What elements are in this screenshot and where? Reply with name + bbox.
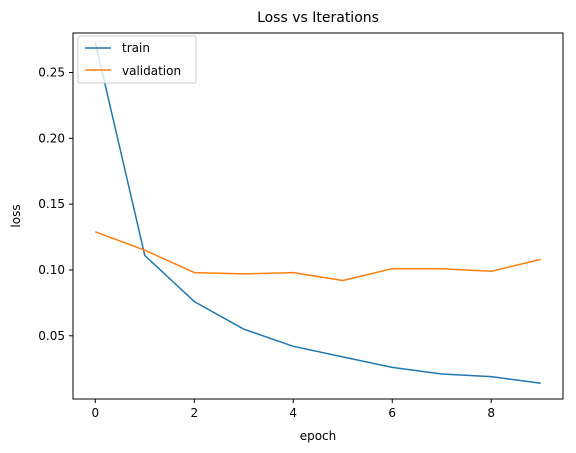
legend-label-validation: validation (122, 64, 181, 78)
y-tick-label: 0.15 (38, 197, 65, 211)
y-axis-label: loss (9, 204, 23, 227)
x-tick-label: 6 (388, 406, 396, 420)
series-layer (94, 42, 541, 384)
x-tick-label: 2 (190, 406, 198, 420)
plot-area: 0 2 4 6 8 0.05 0.10 0.15 0.20 0.25 (38, 32, 564, 420)
legend-label-train: train (122, 41, 150, 55)
x-tick-label: 0 (91, 406, 99, 420)
plot-frame (72, 32, 564, 400)
x-axis-label: epoch (300, 429, 337, 443)
y-axis-ticks: 0.05 0.10 0.15 0.20 0.25 (38, 65, 73, 343)
series-line-validation (95, 231, 541, 282)
x-tick-label: 8 (487, 406, 495, 420)
y-tick-label: 0.10 (38, 263, 65, 277)
x-tick-label: 4 (289, 406, 297, 420)
y-tick-label: 0.20 (38, 131, 65, 145)
x-axis-ticks: 0 2 4 6 8 (91, 399, 495, 420)
y-tick-label: 0.05 (38, 329, 65, 343)
series-line-train (94, 42, 541, 384)
legend: train validation (77, 35, 197, 84)
chart-title: Loss vs Iterations (257, 10, 379, 26)
y-tick-label: 0.25 (38, 65, 65, 79)
